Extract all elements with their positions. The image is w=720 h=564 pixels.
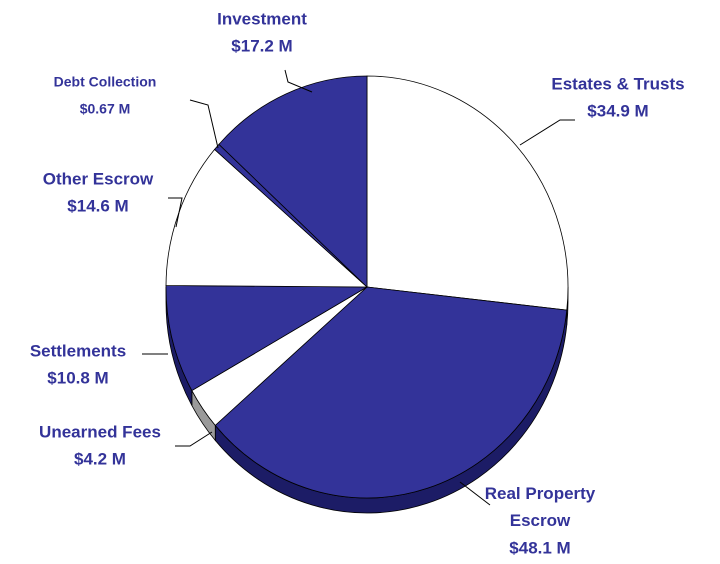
label-line: Real Property xyxy=(485,484,596,503)
slice-label: Real Property Escrow xyxy=(485,484,596,530)
slice-label: Estates & Trusts xyxy=(551,74,684,93)
value-label: $17.2 M xyxy=(231,36,292,55)
slice xyxy=(214,286,568,499)
slice-label: Investment xyxy=(217,9,307,28)
slice-label: Unearned Fees xyxy=(39,422,161,441)
slice-label: Other Escrow xyxy=(43,169,154,188)
value-label: $48.1 M xyxy=(509,538,570,557)
value-label: $34.9 M xyxy=(587,101,648,120)
value-label: $10.8 M xyxy=(47,368,108,387)
leader-line xyxy=(284,69,313,93)
leader-line xyxy=(519,119,575,146)
leader-line xyxy=(459,481,491,506)
leader-line xyxy=(175,431,213,447)
slice xyxy=(218,75,368,288)
value-label: $0.67 M xyxy=(80,101,131,117)
slice xyxy=(366,75,569,311)
leader-line xyxy=(168,197,183,228)
slice-label: Debt Collection xyxy=(54,74,157,90)
slice xyxy=(165,285,369,392)
label-line: Escrow xyxy=(510,511,571,530)
value-label: $14.6 M xyxy=(67,196,128,215)
value-label: $4.2 M xyxy=(74,449,126,468)
slice-label: Settlements xyxy=(30,341,126,360)
leader-line xyxy=(189,99,219,149)
